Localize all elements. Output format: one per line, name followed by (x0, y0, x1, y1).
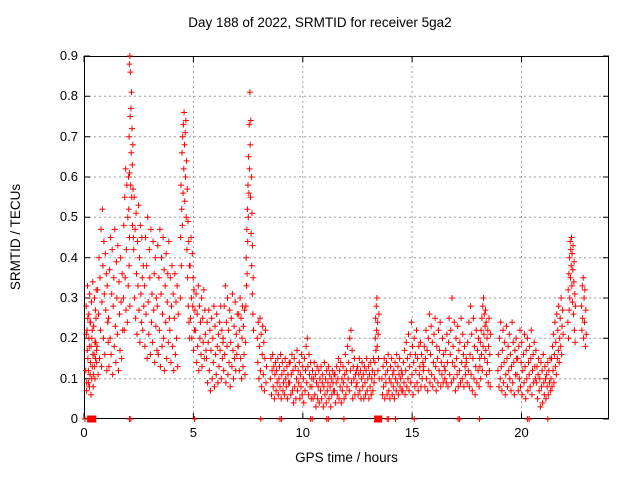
y-tick-label: 0.4 (59, 249, 78, 265)
y-tick-label: 0.5 (59, 209, 78, 225)
y-axis-label: SRMTID / TECUs (8, 183, 23, 291)
y-tick-label: 0.1 (59, 370, 78, 386)
x-tick-label: 0 (80, 425, 88, 440)
y-tick-label: 0.3 (59, 290, 78, 305)
y-tick-label: 0.2 (59, 330, 78, 346)
y-tick-label: 0 (70, 411, 78, 426)
zero-square-marker (375, 415, 383, 423)
y-tick-label: 0.9 (59, 48, 78, 63)
x-tick-label: 10 (295, 425, 310, 440)
scatter-plot (81, 53, 609, 423)
plot-area (81, 53, 609, 423)
chart-title: Day 188 of 2022, SRMTID for receiver 5ga… (188, 15, 452, 30)
x-tick-label: 15 (404, 425, 420, 440)
data-points (81, 53, 590, 422)
x-tick-label: 20 (514, 425, 529, 440)
x-tick-label: 5 (189, 425, 197, 440)
y-tick-label: 0.6 (59, 169, 78, 184)
y-tick-label: 0.8 (59, 88, 78, 104)
zero-square-marker (89, 415, 97, 423)
x-axis-label: GPS time / hours (295, 450, 398, 465)
y-tick-label: 0.7 (59, 128, 78, 144)
